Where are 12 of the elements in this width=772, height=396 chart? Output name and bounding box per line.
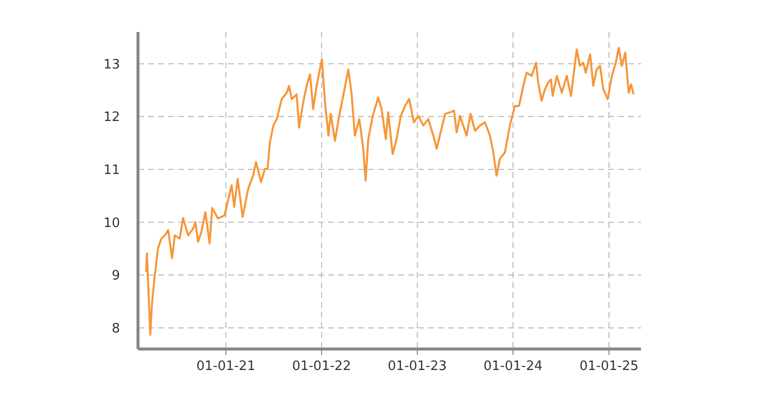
line-series <box>145 46 635 336</box>
x-tick-label: 01-01-24 <box>484 359 543 374</box>
x-tick-label: 01-01-23 <box>388 359 447 374</box>
y-tick-label: 13 <box>103 57 120 72</box>
y-tick-label: 12 <box>103 110 120 126</box>
x-tick-label: 01-01-22 <box>292 359 352 374</box>
y-tick-label: 8 <box>112 321 120 336</box>
x-tick-label: 01-01-21 <box>196 359 256 374</box>
y-tick-label: 10 <box>103 216 120 231</box>
x-tick-label: 01-01-25 <box>579 359 639 374</box>
y-tick-label: 9 <box>112 268 120 284</box>
y-tick-label: 11 <box>103 162 120 178</box>
